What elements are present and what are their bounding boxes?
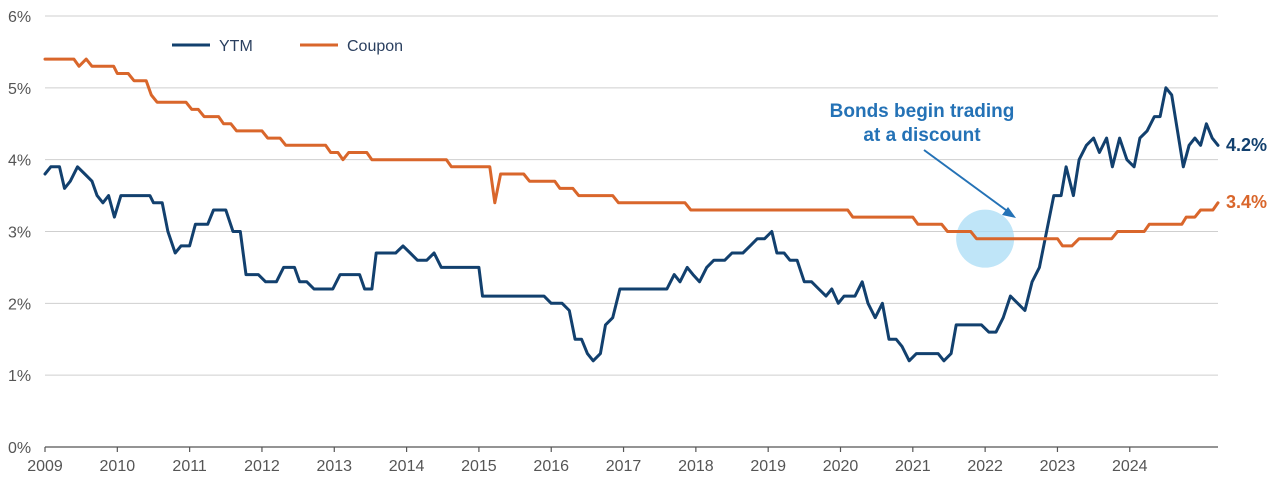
x-tick-label: 2021 (895, 458, 931, 475)
legend: YTM Coupon (172, 38, 403, 55)
x-tick-label: 2013 (316, 458, 352, 475)
y-tick-label: 6% (8, 9, 31, 26)
y-axis-ticks: 0% 1% 2% 3% 4% 5% 6% (8, 9, 31, 457)
annotation-line-2: at a discount (863, 125, 981, 146)
y-tick-label: 2% (8, 296, 31, 313)
x-tick-label: 2017 (606, 458, 642, 475)
series-line-ytm (43, 86, 1220, 363)
x-tick-label: 2018 (678, 458, 714, 475)
x-tick-label: 2019 (750, 458, 786, 475)
annotation-arrowhead (1002, 207, 1016, 218)
gridlines (45, 15, 1218, 448)
legend-label-ytm: YTM (219, 38, 253, 55)
x-tick-label: 2011 (172, 458, 207, 475)
x-tick-label: 2016 (533, 458, 569, 475)
x-tick-label: 2009 (27, 458, 63, 475)
coupon-end-label: 3.4% (1226, 192, 1267, 212)
series-lines (43, 57, 1220, 363)
end-labels: 4.2% 3.4% (1226, 135, 1267, 212)
y-tick-label: 5% (8, 81, 31, 98)
ytm-end-label: 4.2% (1226, 135, 1267, 155)
x-tick-label: 2012 (244, 458, 280, 475)
x-tick-label: 2014 (389, 458, 425, 475)
y-tick-label: 4% (8, 153, 31, 170)
x-tick-label: 2010 (100, 458, 136, 475)
annotation-arrow (923, 149, 1011, 214)
annotation-line-1: Bonds begin trading (830, 101, 1015, 122)
x-axis-ticks: 2009 2010 2011 2012 2013 2014 2015 2016 2017 2018… (27, 447, 1148, 475)
x-tick-label: 2023 (1040, 458, 1076, 475)
x-tick-label: 2015 (461, 458, 497, 475)
annotation: Bonds begin trading at a discount (830, 101, 1016, 218)
legend-label-coupon: Coupon (347, 38, 403, 55)
x-tick-label: 2022 (967, 458, 1003, 475)
y-tick-label: 0% (8, 440, 31, 457)
x-tick-label: 2020 (823, 458, 859, 475)
x-tick-label: 2024 (1112, 458, 1148, 475)
y-tick-label: 3% (8, 225, 31, 242)
y-tick-label: 1% (8, 368, 31, 385)
series-line-coupon (43, 57, 1220, 248)
